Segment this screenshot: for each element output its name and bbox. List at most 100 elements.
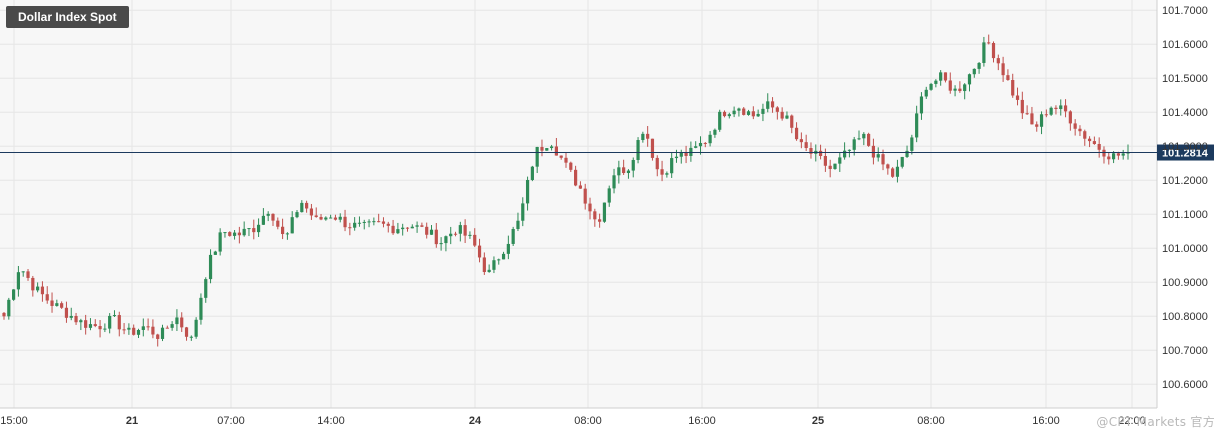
- candle-body: [698, 142, 703, 147]
- candle-body: [679, 152, 683, 157]
- candle-body: [160, 327, 165, 339]
- candle-body: [732, 110, 736, 115]
- candle-body: [1006, 75, 1010, 80]
- candle-body: [549, 146, 554, 149]
- candle-body: [665, 173, 669, 175]
- candle-body: [429, 229, 434, 235]
- candle-body: [199, 297, 203, 320]
- candle-body: [473, 234, 477, 246]
- candle-body: [1020, 99, 1024, 114]
- candle-body: [31, 277, 35, 291]
- candle-body: [742, 108, 746, 115]
- candle-body: [482, 257, 486, 273]
- candle-body: [74, 315, 78, 323]
- candle-body: [439, 243, 443, 245]
- candle-body: [857, 138, 861, 140]
- candle-body: [175, 317, 179, 325]
- candle-body: [511, 228, 515, 244]
- candle-body: [977, 62, 981, 69]
- candle-body: [50, 300, 54, 306]
- candle-body: [237, 232, 241, 236]
- candle-body: [16, 272, 21, 290]
- candle-body: [530, 166, 534, 180]
- candle-body: [1121, 153, 1125, 156]
- candle-body: [1035, 124, 1039, 127]
- candle-body: [391, 225, 395, 234]
- candle-body: [689, 147, 693, 156]
- candle-body: [650, 138, 655, 158]
- candle-body: [867, 133, 871, 146]
- candle-body: [886, 164, 890, 169]
- y-axis: 101.7000 101.6000 101.5000 101.4000 101.3000…: [1162, 5, 1208, 391]
- candle-body: [1001, 63, 1005, 76]
- candle-body: [2, 312, 6, 317]
- watermark: @CPT Markets 官方: [1096, 415, 1215, 429]
- candle-body: [247, 228, 251, 230]
- candle-body: [674, 156, 679, 159]
- candle-body: [367, 221, 371, 223]
- candle-body: [372, 221, 376, 223]
- x-tick-label: 25: [812, 415, 824, 427]
- candle-body: [223, 232, 227, 234]
- candle-body: [588, 203, 592, 212]
- candle-body: [1087, 138, 1092, 142]
- candle-body: [26, 271, 30, 278]
- candle-body: [569, 162, 573, 170]
- y-tick-label: 101.4000: [1162, 107, 1208, 119]
- candle-body: [112, 315, 117, 317]
- candle-body: [156, 334, 160, 339]
- x-tick-label: 22:00: [1118, 415, 1146, 427]
- candle-body: [775, 107, 779, 112]
- candle-body: [655, 157, 659, 170]
- candle-body: [401, 227, 405, 230]
- candle-body: [987, 42, 991, 44]
- y-tick-label: 101.7000: [1162, 5, 1208, 17]
- candle-body: [972, 68, 976, 75]
- candle-body: [939, 72, 943, 81]
- x-tick-label: 15:00: [0, 415, 28, 427]
- candle-body: [180, 317, 184, 328]
- candle-body: [266, 213, 270, 216]
- candle-body: [1039, 114, 1044, 127]
- candle-body: [1068, 111, 1072, 124]
- candle-body: [761, 108, 765, 114]
- candle-body: [285, 233, 290, 235]
- candle-body: [333, 217, 338, 220]
- candle-body: [646, 133, 650, 139]
- candle-body: [842, 150, 847, 158]
- candle-body: [497, 259, 501, 261]
- candle-body: [598, 219, 602, 222]
- chart-title: Dollar Index Spot: [6, 6, 129, 28]
- candle-body: [756, 113, 760, 117]
- candle-body: [463, 225, 467, 236]
- candle-body: [449, 233, 453, 237]
- candle-body: [1011, 79, 1015, 96]
- candle-body: [559, 155, 563, 158]
- candle-body: [535, 146, 539, 167]
- candle-body: [963, 84, 967, 92]
- candle-body: [252, 228, 256, 233]
- candle-body: [1111, 153, 1116, 160]
- candle-body: [458, 225, 462, 234]
- candle-body: [583, 188, 587, 204]
- candle-body: [607, 188, 611, 203]
- candle-body: [626, 170, 631, 174]
- candle-body: [228, 232, 232, 236]
- candle-body: [343, 216, 347, 228]
- candle-body: [1030, 113, 1034, 125]
- candle-body: [934, 80, 938, 84]
- candle-body: [799, 139, 803, 143]
- candle-body: [122, 329, 126, 331]
- candle-body: [165, 327, 169, 329]
- candle-body: [881, 154, 885, 165]
- current-price-label: 101.2814: [1162, 148, 1209, 160]
- candle-body: [751, 111, 755, 117]
- y-tick-label: 101.1000: [1162, 209, 1208, 221]
- candle-body: [1102, 149, 1106, 157]
- x-axis: 15:00 21 07:00 14:00 24 08:00 16:00 25 08:00 16:0…: [0, 415, 1146, 427]
- candle-body: [434, 229, 438, 245]
- candle-body: [213, 251, 217, 255]
- candle-body: [1063, 105, 1068, 112]
- grid-lines: [0, 0, 1158, 409]
- candle-body: [895, 166, 900, 177]
